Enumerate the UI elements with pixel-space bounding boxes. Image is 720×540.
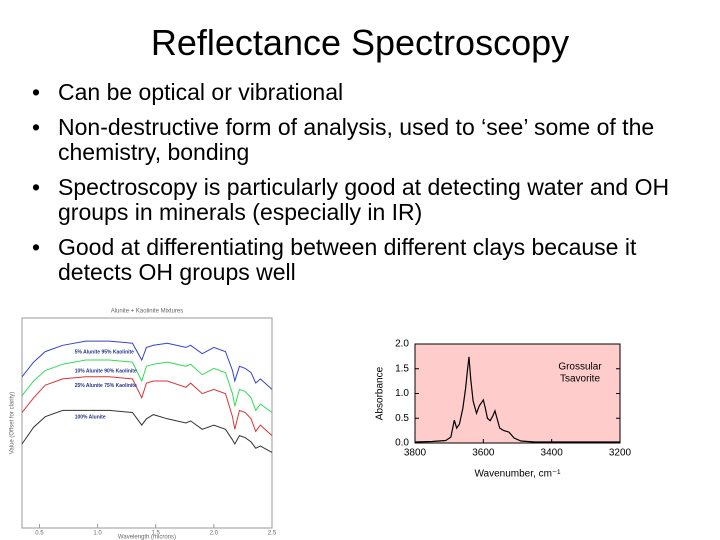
annotation: Grossular [558,362,602,373]
spectrum-line [21,359,273,413]
spectrum-line [414,356,620,443]
x-tick-label: 1.5 [152,531,161,537]
bullet: Non-destructive form of analysis, used t… [28,115,698,165]
x-tick-label: 0.5 [35,531,44,537]
x-tick-label: 3200 [609,448,632,459]
series-label: 5% Alunite 95% Kaolinite [75,350,134,356]
spectrum-line [21,376,273,436]
slide-title: Reflectance Spectroscopy [150,22,570,63]
bullet-list: Can be optical or vibrational Non-destruc… [28,80,698,295]
plot-area [21,317,273,529]
series-label: 25% Alunite 75% Kaolinite [75,383,137,389]
bullet: Spectroscopy is particularly good at det… [28,175,698,225]
y-tick-label: 1.0 [395,388,409,399]
x-axis-label: Wavelength (microns) [118,535,176,540]
y-tick-label: 2.0 [395,339,409,350]
bullet: Good at differentiating between differen… [28,235,698,285]
x-tick-label: 3400 [541,448,564,459]
series-label: 10% Alunite 90% Kaolinite [75,369,137,375]
x-tick-label: 2.0 [210,531,219,537]
chart-title: Alunite + Kaolinite Mixtures [111,309,184,315]
annotation: Tsavorite [560,374,600,385]
x-tick-label: 1.0 [93,531,102,537]
y-tick-label: 1.5 [395,363,409,374]
spectrum-line [21,340,273,390]
plot-area [414,343,621,444]
x-axis-label: Wavenumber, cm⁻¹ [474,469,561,480]
x-tick-label: 2.5 [268,531,277,537]
spectrum-line [21,409,273,453]
y-axis-label: Absorbance [375,366,386,420]
y-tick-label: 0.0 [395,438,409,449]
y-tick-label: 0.5 [395,413,409,424]
y-axis-label: Value (Offset for clarity) [10,392,16,454]
x-tick-label: 3600 [472,448,495,459]
series-label: 100% Alunite [75,415,106,421]
bullet: Can be optical or vibrational [28,80,698,106]
x-tick-label: 3800 [404,448,427,459]
